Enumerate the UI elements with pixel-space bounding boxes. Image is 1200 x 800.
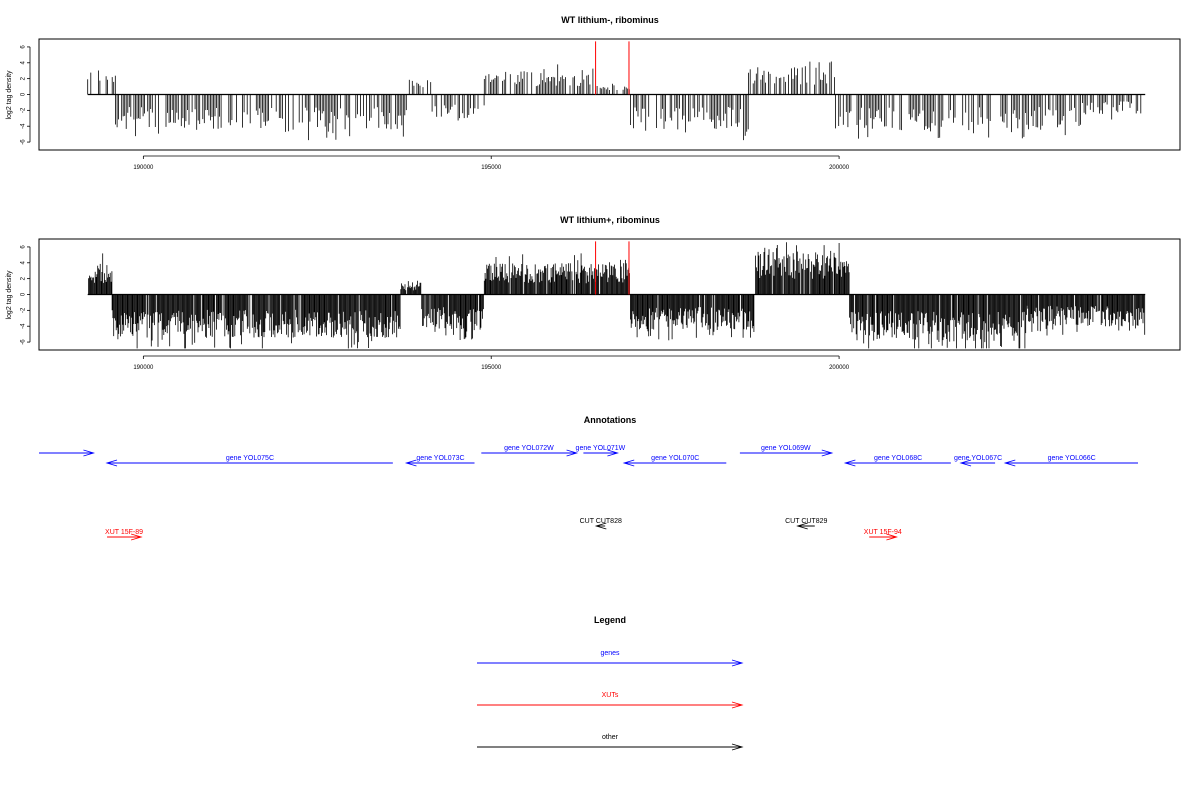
y-tick-label: -6 [21,339,27,345]
legend-items: genes XUTs other [477,650,744,751]
legend-arrowhead [731,659,744,667]
gene-label: gene YOL068C [874,455,922,462]
legend-arrowhead [731,743,744,751]
y-tick-label: -2 [21,307,27,313]
gene-arrow [843,459,951,467]
gene-arrow [959,459,996,467]
panel-2-frame [38,238,1181,351]
gene-arrow [622,459,727,467]
other-label: CUT CUT829 [785,518,827,525]
other-label: CUT CUT828 [580,518,622,525]
other-arrow [796,522,815,530]
legend-item: other [477,734,744,751]
panel-2-ylabel: log2 tag density [6,270,13,320]
gene-label: gene YOL069W [761,445,811,452]
y-tick-label: 4 [21,260,27,264]
y-tick-label: 0 [21,292,27,296]
x-tick-label: 200000 [829,365,850,371]
y-tick-label: -4 [21,123,27,129]
legend-item: XUTs [477,692,744,709]
xut-label: XUT 15F-89 [105,529,143,536]
xut-arrow [869,533,898,541]
xut-arrow [107,533,143,541]
annotations-title: Annotations [584,415,637,425]
legend-label: XUTs [602,692,619,699]
x-tick-label: 195000 [481,365,502,371]
legend-item: genes [477,650,744,667]
other-arrow [594,522,607,530]
y-tick-label: -2 [21,107,27,113]
legend-title: Legend [594,615,626,625]
x-tick-label: 195000 [481,165,502,171]
legend-label: genes [600,650,620,657]
panel-lithium-plus: WT lithium+, ribominus log2 tag density … [6,215,1181,371]
annotations-panel: Annotations gene YOL075C gene YOL073Cgene… [39,415,1138,541]
gene-label: gene YOL067C [954,455,1002,462]
gene-label: gene YOL072W [504,445,554,452]
legend-panel: Legend genes XUTs other [477,615,744,751]
y-tick-label: 6 [21,245,27,249]
x-tick-label: 200000 [829,165,850,171]
gene-label: gene YOL070C [651,455,699,462]
y-tick-label: 0 [21,92,27,96]
panel-1-bars [87,41,1146,141]
panel-lithium-minus: WT lithium-, ribominus log2 tag density … [6,15,1181,171]
gene-label: gene YOL075C [226,455,274,462]
panel-1-title: WT lithium-, ribominus [561,15,659,25]
legend-arrowhead [731,701,744,709]
panel-2-y-axis: -6 -4 -2 0 2 4 6 [21,245,31,345]
gene-arrow [404,459,475,467]
gene-arrow [583,449,619,457]
gene-arrow [481,449,579,457]
panel-1-y-axis: -6 -4 -2 0 2 4 6 [21,45,31,145]
y-tick-label: -4 [21,323,27,329]
x-tick-label: 190000 [133,365,154,371]
panel-1-x-axis: 190000 195000 200000 [133,155,850,171]
xut-label: XUT 15F-94 [864,529,902,536]
gene-label: gene YOL073C [416,455,464,462]
annotation-tracks: gene YOL075C gene YOL073C gene YOL072W gene… [39,445,1138,541]
y-tick-label: 2 [21,276,27,280]
panel-2-x-axis: 190000 195000 200000 [133,355,850,371]
x-tick-label: 190000 [133,165,154,171]
legend-label: other [602,734,619,741]
gene-arrow [105,459,393,467]
gene-arrow [739,449,834,457]
panel-1-ylabel: log2 tag density [6,70,13,120]
panel-1-frame [38,38,1181,151]
panel-2-bars [87,241,1146,349]
gene-label: gene YOL066C [1048,455,1096,462]
y-tick-label: 6 [21,45,27,49]
gene-arrow [39,449,96,457]
y-tick-label: 4 [21,60,27,64]
y-tick-label: 2 [21,76,27,80]
y-tick-label: -6 [21,139,27,145]
panel-2-title: WT lithium+, ribominus [560,215,660,225]
gene-arrow [1003,459,1138,467]
gene-label: gene YOL071W [576,445,626,452]
